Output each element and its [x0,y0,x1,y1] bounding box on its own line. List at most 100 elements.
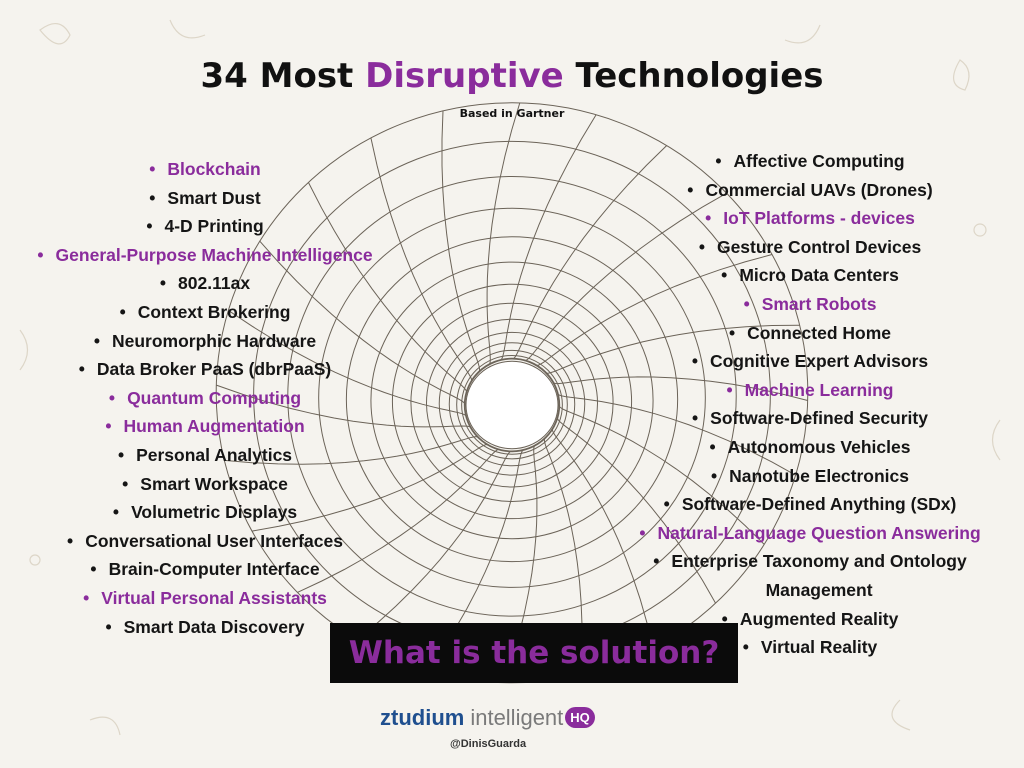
tunnel-spoke [544,324,800,374]
technology-list-item: • 802.11ax [0,269,410,298]
technology-label: Gesture Control Devices [716,236,922,257]
tunnel-spoke [297,448,500,593]
tunnel-ring [456,349,568,460]
tunnel-spoke [441,110,481,373]
technology-list-item: • Smart Data Discovery [0,613,410,642]
technology-list-item: • Quantum Computing [0,384,410,413]
technology-label: Augmented Reality [739,608,899,629]
tunnel-ring [461,354,563,455]
technology-list-item: • Virtual Reality [600,633,1020,662]
technology-label: Volumetric Displays [131,502,298,523]
technology-list-item: • Machine Learning [600,376,1020,405]
bullet-icon: • [105,616,112,637]
tunnel-spoke [511,145,667,360]
technology-label: Autonomous Vehicles [727,436,911,457]
tunnel-spoke [499,114,597,362]
technology-list-item: • Augmented Reality [600,605,1020,634]
bullet-icon: • [67,530,74,551]
technology-label: Connected Home [747,322,892,343]
bullet-icon: • [90,559,97,580]
bullet-icon: • [743,293,750,314]
tunnel-spoke [370,137,473,383]
technology-list-item: • Enterprise Taxonomy and Ontology [600,547,1020,576]
tunnel-spoke [228,309,468,418]
bullet-icon: • [639,522,646,543]
solution-banner: What is the solution? [330,623,738,683]
technology-label: Data Broker PaaS (dbrPaaS) [96,359,332,380]
bullet-icon: • [93,330,100,351]
tunnel-spoke [535,254,773,367]
technology-list-item: • Volumetric Displays [0,498,410,527]
page-subtitle: Based in Gartner [459,107,565,120]
technology-label: Smart Dust [167,187,261,208]
technology-label: Brain-Computer Interface [108,559,320,580]
tunnel-ring [370,261,654,540]
tunnel-spoke [503,444,538,683]
technology-list-item: • Neuromorphic Hardware [0,327,410,356]
technology-list-item: • Personal Analytics [0,441,410,470]
technology-list-item: • Commercial UAVs (Drones) [600,176,1020,205]
tunnel-spoke [259,240,466,406]
technology-label: IoT Platforms - devices [723,208,915,229]
technology-label: Human Augmentation [123,416,305,437]
tunnel-spoke [427,448,525,672]
tunnel-spoke [551,427,654,648]
bullet-icon: • [705,208,712,229]
bullet-icon: • [715,151,722,171]
brand-logo: ztudium intelligent HQ [380,705,595,739]
tunnel-ring [345,236,679,563]
technology-label: Conversational User Interfaces [85,530,343,551]
tunnel-spoke [251,443,489,532]
tunnel-ring [438,331,586,476]
technology-label: Natural-Language Question Answering [657,522,981,543]
tunnel-spoke [552,376,808,401]
tunnel-spoke [224,436,480,465]
tunnel-center [465,360,559,450]
bullet-icon: • [692,408,699,429]
bullet-icon: • [709,436,716,457]
technology-list-item: • Nanotube Electronics [600,462,1020,491]
bullet-icon: • [698,236,705,257]
bullet-icon: • [663,494,670,515]
technology-label: Virtual Personal Assistants [101,587,327,608]
bullet-icon: • [112,502,120,523]
left-technology-list: • Blockchain • Smart Dust • 4-D Printing • Gene… [0,155,410,641]
tunnel-spoke [307,182,468,394]
tunnel-ring [448,342,576,467]
tunnel-ring [391,283,633,520]
tunnel-spoke [357,450,513,641]
technology-list-item: • Autonomous Vehicles [600,433,1020,462]
technology-list-item: • General-Purpose Machine Intelligence [0,241,410,270]
technology-label: Software-Defined Anything (SDx) [681,494,957,515]
tunnel-spoke [543,437,583,675]
technology-label: Nanotube Electronics [729,465,910,486]
bullet-icon: • [83,587,90,608]
bullet-icon: • [105,416,112,437]
technology-list-item: • 4-D Printing [0,212,410,241]
bullet-icon: • [687,179,694,200]
tunnel-spoke [556,416,717,604]
technology-list-item: • Software-Defined Security [600,404,1020,433]
technology-label: 4-D Printing [164,216,264,237]
technology-label: General-Purpose Machine Intelligence [55,244,373,265]
technology-label: Micro Data Centers [739,265,899,286]
right-technology-list: • Affective Computing • Commercial UAVs (Dr… [600,147,1020,662]
technology-list-item: • Smart Robots [600,290,1020,319]
technology-list-item: • Data Broker PaaS (dbrPaaS) [0,355,410,384]
bullet-icon: • [146,216,153,237]
tunnel-ring [410,302,614,502]
technology-label: Smart Data Discovery [123,616,305,637]
bullet-icon: • [119,301,126,322]
bullet-icon: • [108,387,116,408]
bullet-icon: • [742,637,749,658]
bullet-icon: • [721,265,728,286]
technology-label: Personal Analytics [136,444,293,465]
bullet-icon: • [122,473,129,494]
bullet-icon: • [728,322,736,343]
bullet-icon: • [653,551,660,572]
technology-list-item: • Brain-Computer Interface [0,555,410,584]
technology-list-item: • Conversational User Interfaces [0,527,410,556]
bullet-icon: • [721,608,728,629]
twitter-handle: @DinisGuarda [450,738,527,750]
